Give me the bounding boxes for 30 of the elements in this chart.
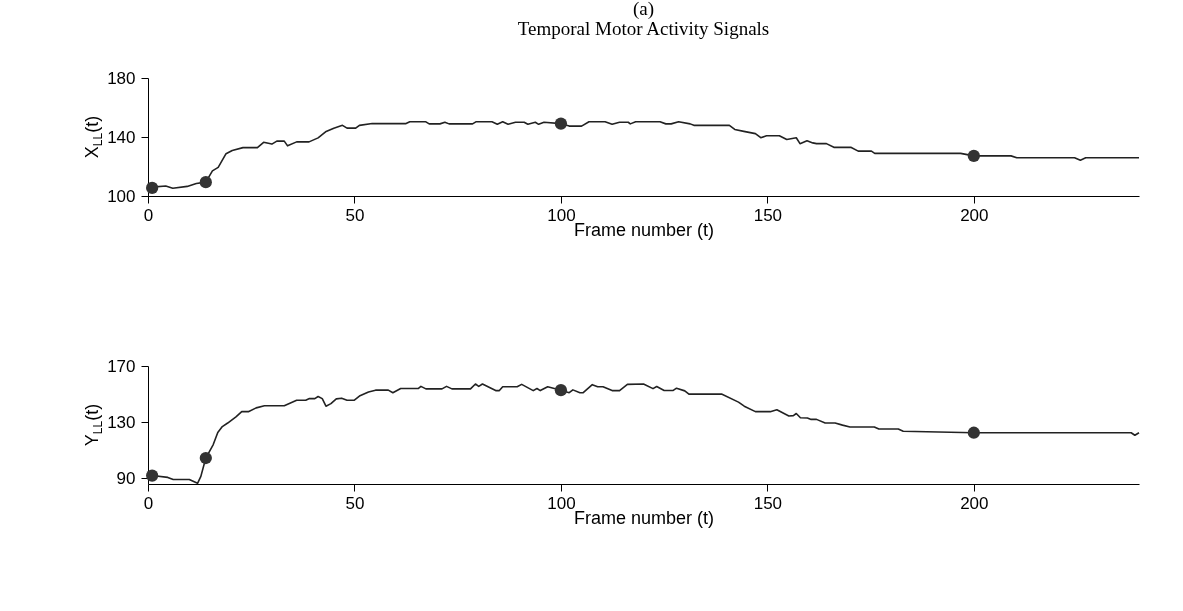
point	[554, 384, 568, 397]
x-axis-title: Frame number (t)	[573, 507, 715, 528]
chart-title: Temporal Motor Activity Signals	[517, 18, 770, 39]
point	[146, 181, 159, 194]
point	[146, 469, 159, 482]
y-axis-title: XLL(t)	[82, 115, 105, 159]
x-tick-label: 200	[960, 205, 989, 225]
text: (a)	[632, 0, 655, 20]
x-axis-title: Frame number (t)	[573, 219, 715, 240]
y-tick-label: 130	[107, 412, 136, 432]
x-tick-label: 0	[143, 205, 154, 225]
point	[554, 117, 568, 130]
y-axis-title: YLL(t)	[82, 403, 105, 447]
y-tick-label: 100	[107, 186, 136, 206]
y-tick-label: 140	[107, 127, 136, 147]
x-tick-label: 100	[547, 493, 576, 513]
x-tick-label: 200	[960, 493, 989, 513]
x-tick-label: 100	[547, 205, 576, 225]
x-tick-label: 50	[345, 493, 365, 513]
x-tick-label: 50	[345, 205, 365, 225]
point	[967, 426, 980, 439]
y-tick-label: 170	[107, 356, 136, 376]
point	[199, 451, 212, 465]
x-tick-label: 150	[753, 205, 783, 225]
x-tick-label: 0	[143, 493, 154, 513]
x-tick-label: 150	[753, 493, 783, 513]
point	[199, 176, 212, 189]
y-tick-label: 180	[107, 68, 136, 88]
y-tick-label: 90	[116, 468, 136, 488]
point	[967, 149, 980, 162]
